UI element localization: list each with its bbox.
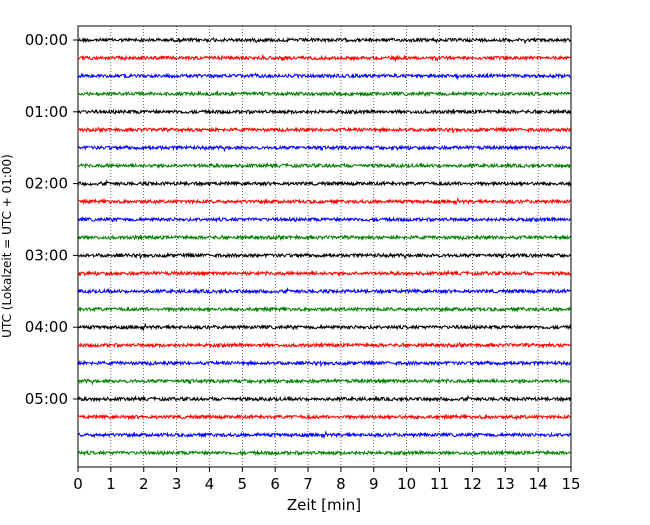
x-tick-label: 0 bbox=[73, 475, 83, 493]
trace-line bbox=[77, 89, 571, 98]
x-tick-label: 7 bbox=[303, 475, 313, 493]
trace-line bbox=[77, 252, 572, 260]
x-tick-label: 1 bbox=[106, 475, 116, 493]
x-axis-label: Zeit [min] bbox=[287, 496, 361, 514]
trace-line bbox=[77, 322, 572, 332]
trace-line bbox=[77, 36, 571, 45]
x-tick-label: 10 bbox=[397, 475, 416, 493]
x-tick-label: 15 bbox=[561, 475, 580, 493]
trace-line bbox=[77, 179, 572, 188]
trace-line bbox=[77, 126, 572, 134]
x-tick-label: 14 bbox=[529, 475, 548, 493]
trace-line bbox=[77, 341, 572, 349]
x-tick-label: 13 bbox=[496, 475, 515, 493]
x-tick-label: 12 bbox=[463, 475, 482, 493]
plot-frame bbox=[77, 25, 572, 468]
trace-line bbox=[77, 215, 571, 223]
x-tick-label: 5 bbox=[238, 475, 248, 493]
x-tick-label: 8 bbox=[336, 475, 346, 493]
x-tick-label: 11 bbox=[430, 475, 449, 493]
trace-line bbox=[77, 286, 571, 295]
trace-line bbox=[77, 108, 572, 116]
trace-line bbox=[77, 144, 572, 153]
trace-line bbox=[77, 233, 572, 241]
trace-line bbox=[77, 305, 571, 313]
x-tick-label: 9 bbox=[369, 475, 379, 493]
x-axis-ticks: 0 1 2 3 4 5 6 7 8 9 10 11 12 13 14 15 bbox=[73, 467, 581, 493]
trace-line bbox=[77, 72, 571, 81]
x-tick-label: 2 bbox=[139, 475, 149, 493]
y-axis-ticks: 00:00 01:00 02:00 03:00 04:00 05:00 bbox=[25, 31, 78, 408]
trace-line bbox=[77, 196, 571, 206]
y-tick-label: 05:00 bbox=[25, 390, 68, 408]
trace-line bbox=[77, 359, 571, 368]
trace-line bbox=[77, 377, 571, 386]
trace-line bbox=[77, 269, 572, 277]
y-tick-label: 00:00 bbox=[25, 31, 68, 49]
y-axis-label: UTC (Lokalzeit = UTC + 01:00) bbox=[0, 154, 14, 338]
y-tick-label: 01:00 bbox=[25, 103, 68, 121]
y-tick-label: 04:00 bbox=[25, 318, 68, 336]
x-tick-label: 3 bbox=[172, 475, 182, 493]
trace-line bbox=[77, 394, 572, 403]
trace-layer bbox=[77, 36, 572, 457]
x-tick-label: 6 bbox=[270, 475, 280, 493]
y-tick-label: 03:00 bbox=[25, 246, 68, 264]
trace-line bbox=[77, 413, 571, 421]
trace-line bbox=[77, 430, 572, 440]
y-tick-label: 02:00 bbox=[25, 175, 68, 193]
trace-line bbox=[77, 161, 571, 170]
trace-line bbox=[77, 53, 571, 63]
x-tick-label: 4 bbox=[205, 475, 215, 493]
trace-line bbox=[77, 449, 571, 457]
